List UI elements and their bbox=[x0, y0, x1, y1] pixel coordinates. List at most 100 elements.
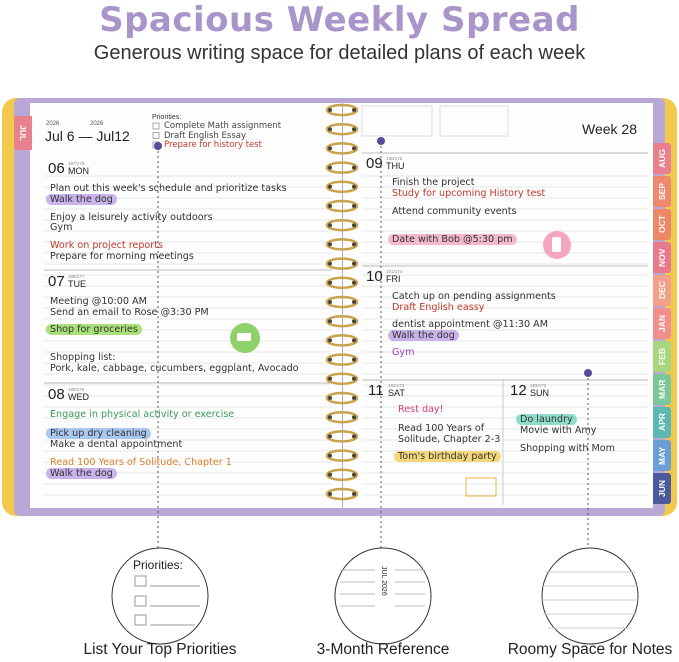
ring-hole bbox=[352, 415, 356, 420]
entry: Work on project reports bbox=[50, 240, 163, 251]
ring-hole bbox=[352, 300, 356, 304]
ring-hole bbox=[352, 165, 356, 170]
ring-hole bbox=[328, 127, 332, 132]
day-number: 10 bbox=[366, 268, 383, 285]
ring-hole bbox=[352, 223, 356, 228]
ring bbox=[325, 218, 359, 232]
day-count: 190/175 bbox=[386, 156, 403, 161]
day-number: 09 bbox=[366, 155, 383, 172]
month-tab[interactable]: JAN bbox=[653, 308, 671, 339]
month-tab[interactable]: DEC bbox=[653, 275, 671, 306]
ring-hole bbox=[328, 261, 332, 266]
day-number: 12 bbox=[510, 382, 527, 399]
entry: Gym bbox=[50, 222, 73, 233]
ring-hole bbox=[328, 453, 332, 458]
ring bbox=[325, 449, 359, 462]
ring-hole bbox=[328, 280, 332, 285]
ring-hole bbox=[352, 434, 356, 439]
day-count: 192/173 bbox=[388, 383, 405, 388]
entry: Shopping list: bbox=[50, 352, 116, 363]
ring bbox=[325, 142, 359, 155]
left-tab: JUL bbox=[14, 116, 32, 150]
mini-calendar bbox=[439, 105, 509, 137]
ring bbox=[325, 410, 359, 424]
pointer-dot bbox=[377, 137, 385, 145]
ring bbox=[325, 468, 359, 482]
day-count: 191/174 bbox=[386, 269, 403, 274]
month-tab[interactable]: MAR bbox=[653, 374, 671, 405]
day-number: 11 bbox=[368, 382, 384, 399]
entry: Study for upcoming History test bbox=[392, 188, 546, 199]
month-tab[interactable]: SEP bbox=[653, 176, 671, 207]
priority-item: Draft English Essay bbox=[164, 130, 246, 141]
entry: Pork, kale, cabbage, cucumbers, eggplant… bbox=[50, 363, 299, 374]
zoom-note-lines bbox=[542, 571, 638, 629]
day-number: 06 bbox=[48, 160, 65, 177]
entry: Rest day! bbox=[398, 404, 444, 415]
ring-hole bbox=[328, 357, 332, 362]
ring-hole bbox=[328, 415, 332, 420]
zoom-priorities-label: Priorities: bbox=[133, 558, 184, 572]
weekday: THU bbox=[386, 161, 405, 171]
ring-hole bbox=[352, 472, 356, 477]
subtitle: Generous writing space for detailed plan… bbox=[93, 42, 586, 64]
ring bbox=[325, 238, 359, 251]
ring-hole bbox=[352, 280, 356, 285]
entry: Engage in physical activity or exercise bbox=[50, 409, 235, 420]
weekday: FRI bbox=[386, 274, 401, 284]
ring-hole bbox=[352, 396, 356, 400]
entry: Date with Bob @5:30 pm bbox=[388, 234, 517, 245]
day-count: 188/177 bbox=[68, 274, 85, 279]
zoom-circle bbox=[111, 547, 209, 645]
day-count: 189/176 bbox=[68, 387, 85, 392]
month-tab[interactable]: APR bbox=[653, 407, 671, 438]
ring-hole bbox=[352, 376, 356, 381]
ring bbox=[325, 391, 359, 405]
callout-label: List Your Top Priorities bbox=[83, 641, 237, 658]
ring-hole bbox=[328, 204, 332, 208]
ring-hole bbox=[328, 492, 332, 496]
month-tab[interactable]: FEB bbox=[653, 341, 671, 372]
zoom-checkboxes bbox=[134, 575, 200, 626]
priority-box bbox=[152, 122, 160, 130]
ring-hole bbox=[328, 146, 332, 151]
month-tab[interactable]: MAY bbox=[653, 440, 671, 471]
ring bbox=[325, 103, 359, 117]
pointer-dot bbox=[584, 369, 592, 377]
month-tab[interactable]: JUN bbox=[653, 473, 671, 504]
mini-calendar bbox=[361, 105, 433, 137]
weekday: TUE bbox=[68, 279, 86, 289]
entry: Walk the dog bbox=[46, 468, 117, 479]
entry: Walk the dog bbox=[388, 330, 459, 341]
ring-hole bbox=[352, 492, 356, 496]
month-tab[interactable]: NOV bbox=[653, 242, 671, 273]
ring-hole bbox=[328, 338, 332, 343]
ring-hole bbox=[328, 242, 332, 247]
ring-hole bbox=[328, 108, 332, 112]
cart-icon-body bbox=[237, 333, 251, 341]
ring bbox=[325, 276, 359, 290]
entry: Plan out this week's schedule and priori… bbox=[50, 183, 287, 194]
ring-hole bbox=[328, 165, 332, 170]
cake-icon bbox=[465, 477, 497, 497]
day-count: 193/172 bbox=[530, 383, 547, 388]
entry: Prepare for morning meetings bbox=[50, 251, 194, 262]
ring bbox=[325, 161, 359, 174]
weekday: WED bbox=[68, 392, 89, 402]
entry: Shop for groceries bbox=[46, 324, 142, 335]
priorities-label: Priorities: bbox=[152, 114, 182, 121]
ring-hole bbox=[352, 242, 356, 247]
ring-hole bbox=[352, 108, 356, 112]
pointer-dot bbox=[154, 142, 162, 150]
ring-hole bbox=[328, 223, 332, 228]
zoom-calendar-lines bbox=[340, 569, 425, 607]
month-tab[interactable]: AUG bbox=[653, 143, 671, 174]
ring-hole bbox=[328, 434, 332, 439]
month-tab[interactable]: OCT bbox=[653, 209, 671, 240]
entry: Send an email to Rose @3:30 PM bbox=[50, 307, 209, 318]
weekday: SAT bbox=[388, 388, 405, 398]
ring-hole bbox=[352, 204, 356, 208]
ring-hole bbox=[328, 184, 332, 189]
